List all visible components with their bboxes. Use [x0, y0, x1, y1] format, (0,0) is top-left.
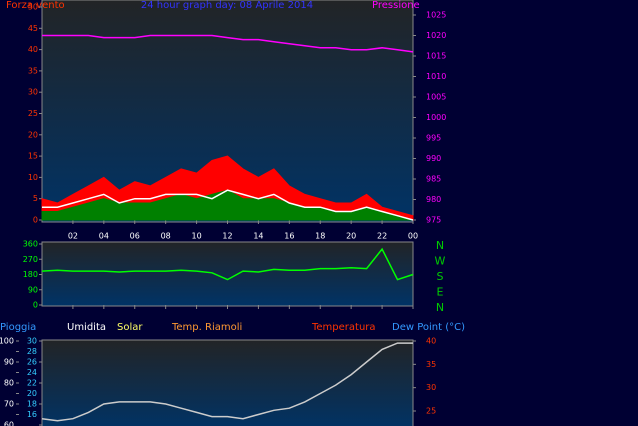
y-tick-label: 360: [23, 240, 38, 249]
y2-tick-label: 30: [426, 383, 436, 392]
y-tick-label: 35: [28, 66, 38, 75]
y2-tick-label: 995: [426, 134, 441, 143]
y2-tick-label: 25: [426, 407, 436, 416]
x-tick-label: 06: [130, 232, 140, 241]
line: [42, 34, 414, 53]
x-tick-label: 08: [161, 232, 171, 241]
x-tick-label: 02: [68, 232, 78, 241]
y-tick-label: 40: [28, 45, 38, 54]
y-tick-label: 50: [28, 3, 38, 12]
y2-tick-label: 990: [426, 154, 441, 163]
y2-tick-label: 1020: [426, 31, 446, 40]
compass-label: N: [436, 239, 444, 252]
x-tick-label: 10: [191, 232, 201, 241]
legend-label: Umidita: [67, 322, 106, 333]
y-tick-label: 0: [33, 301, 38, 310]
y-tick-label: 45: [28, 24, 38, 33]
y3-tick-label: 24: [27, 368, 37, 377]
y-tick-label: 5: [33, 194, 38, 203]
y2-tick-label: 980: [426, 195, 441, 204]
y-tick-label: 0: [33, 216, 38, 225]
compass-label: W: [435, 255, 446, 268]
line: [42, 189, 414, 221]
legend-label: Solar: [117, 322, 143, 333]
x-tick-label: 12: [222, 232, 232, 241]
y-tick-label: 25: [28, 109, 38, 118]
y2-tick-label: 1000: [426, 113, 446, 122]
legend-label: Temp. Riamoli: [171, 322, 242, 333]
y2-tick-label: 1025: [426, 11, 446, 20]
x-tick-label: 16: [284, 232, 294, 241]
y-tick-label: 270: [23, 255, 38, 264]
y-tick-label: 70: [4, 400, 14, 409]
x-tick-label: 22: [377, 232, 387, 241]
y-tick-label: 80: [4, 379, 14, 388]
compass-label: N: [436, 301, 444, 314]
y3-tick-label: 28: [27, 347, 37, 356]
y-tick-label: 90: [28, 285, 38, 294]
y-tick-label: 30: [28, 88, 38, 97]
x-tick-label: 04: [99, 232, 109, 241]
y2-tick-label: 985: [426, 175, 441, 184]
y-tick-label: 100: [0, 337, 14, 346]
y3-tick-label: 20: [27, 389, 37, 398]
y2-tick-label: 40: [426, 337, 436, 346]
legend-label: Temperatura: [311, 322, 376, 333]
line: [41, 247, 414, 281]
right-label: Pressione: [372, 0, 420, 11]
y-tick-label: 20: [28, 130, 38, 139]
y3-tick-label: 18: [27, 400, 37, 409]
y-tick-label: 180: [23, 270, 38, 279]
plot-area: [41, 339, 414, 426]
y-tick-label: 90: [4, 358, 14, 367]
y2-tick-label: 35: [426, 360, 436, 369]
y-tick-label: 10: [28, 173, 38, 182]
left-label: Forza vento: [6, 0, 65, 11]
legend-label: Pioggia: [0, 322, 36, 333]
line: [41, 342, 413, 422]
x-tick-label: 20: [346, 232, 356, 241]
x-tick-label: 14: [253, 232, 263, 241]
y3-tick-label: 26: [27, 358, 37, 367]
y3-tick-label: 22: [27, 379, 37, 388]
y3-tick-label: 30: [27, 337, 37, 346]
legend-label: Dew Point (°C): [392, 322, 465, 333]
y2-tick-label: 1010: [426, 72, 446, 81]
compass-label: S: [437, 270, 444, 283]
y2-tick-label: 975: [426, 216, 441, 225]
y-tick-label: 60: [4, 421, 14, 426]
y3-tick-label: 16: [27, 410, 37, 419]
y-tick-label: 15: [28, 152, 38, 161]
x-tick-label: 18: [315, 232, 325, 241]
y2-tick-label: 1015: [426, 52, 446, 61]
chart-title: 24 hour graph day: 08 Aprile 2014: [141, 0, 313, 11]
plot-area: [41, 241, 414, 307]
compass-label: E: [437, 286, 444, 299]
y2-tick-label: 1005: [426, 93, 446, 102]
x-tick-label: 00: [408, 232, 418, 241]
